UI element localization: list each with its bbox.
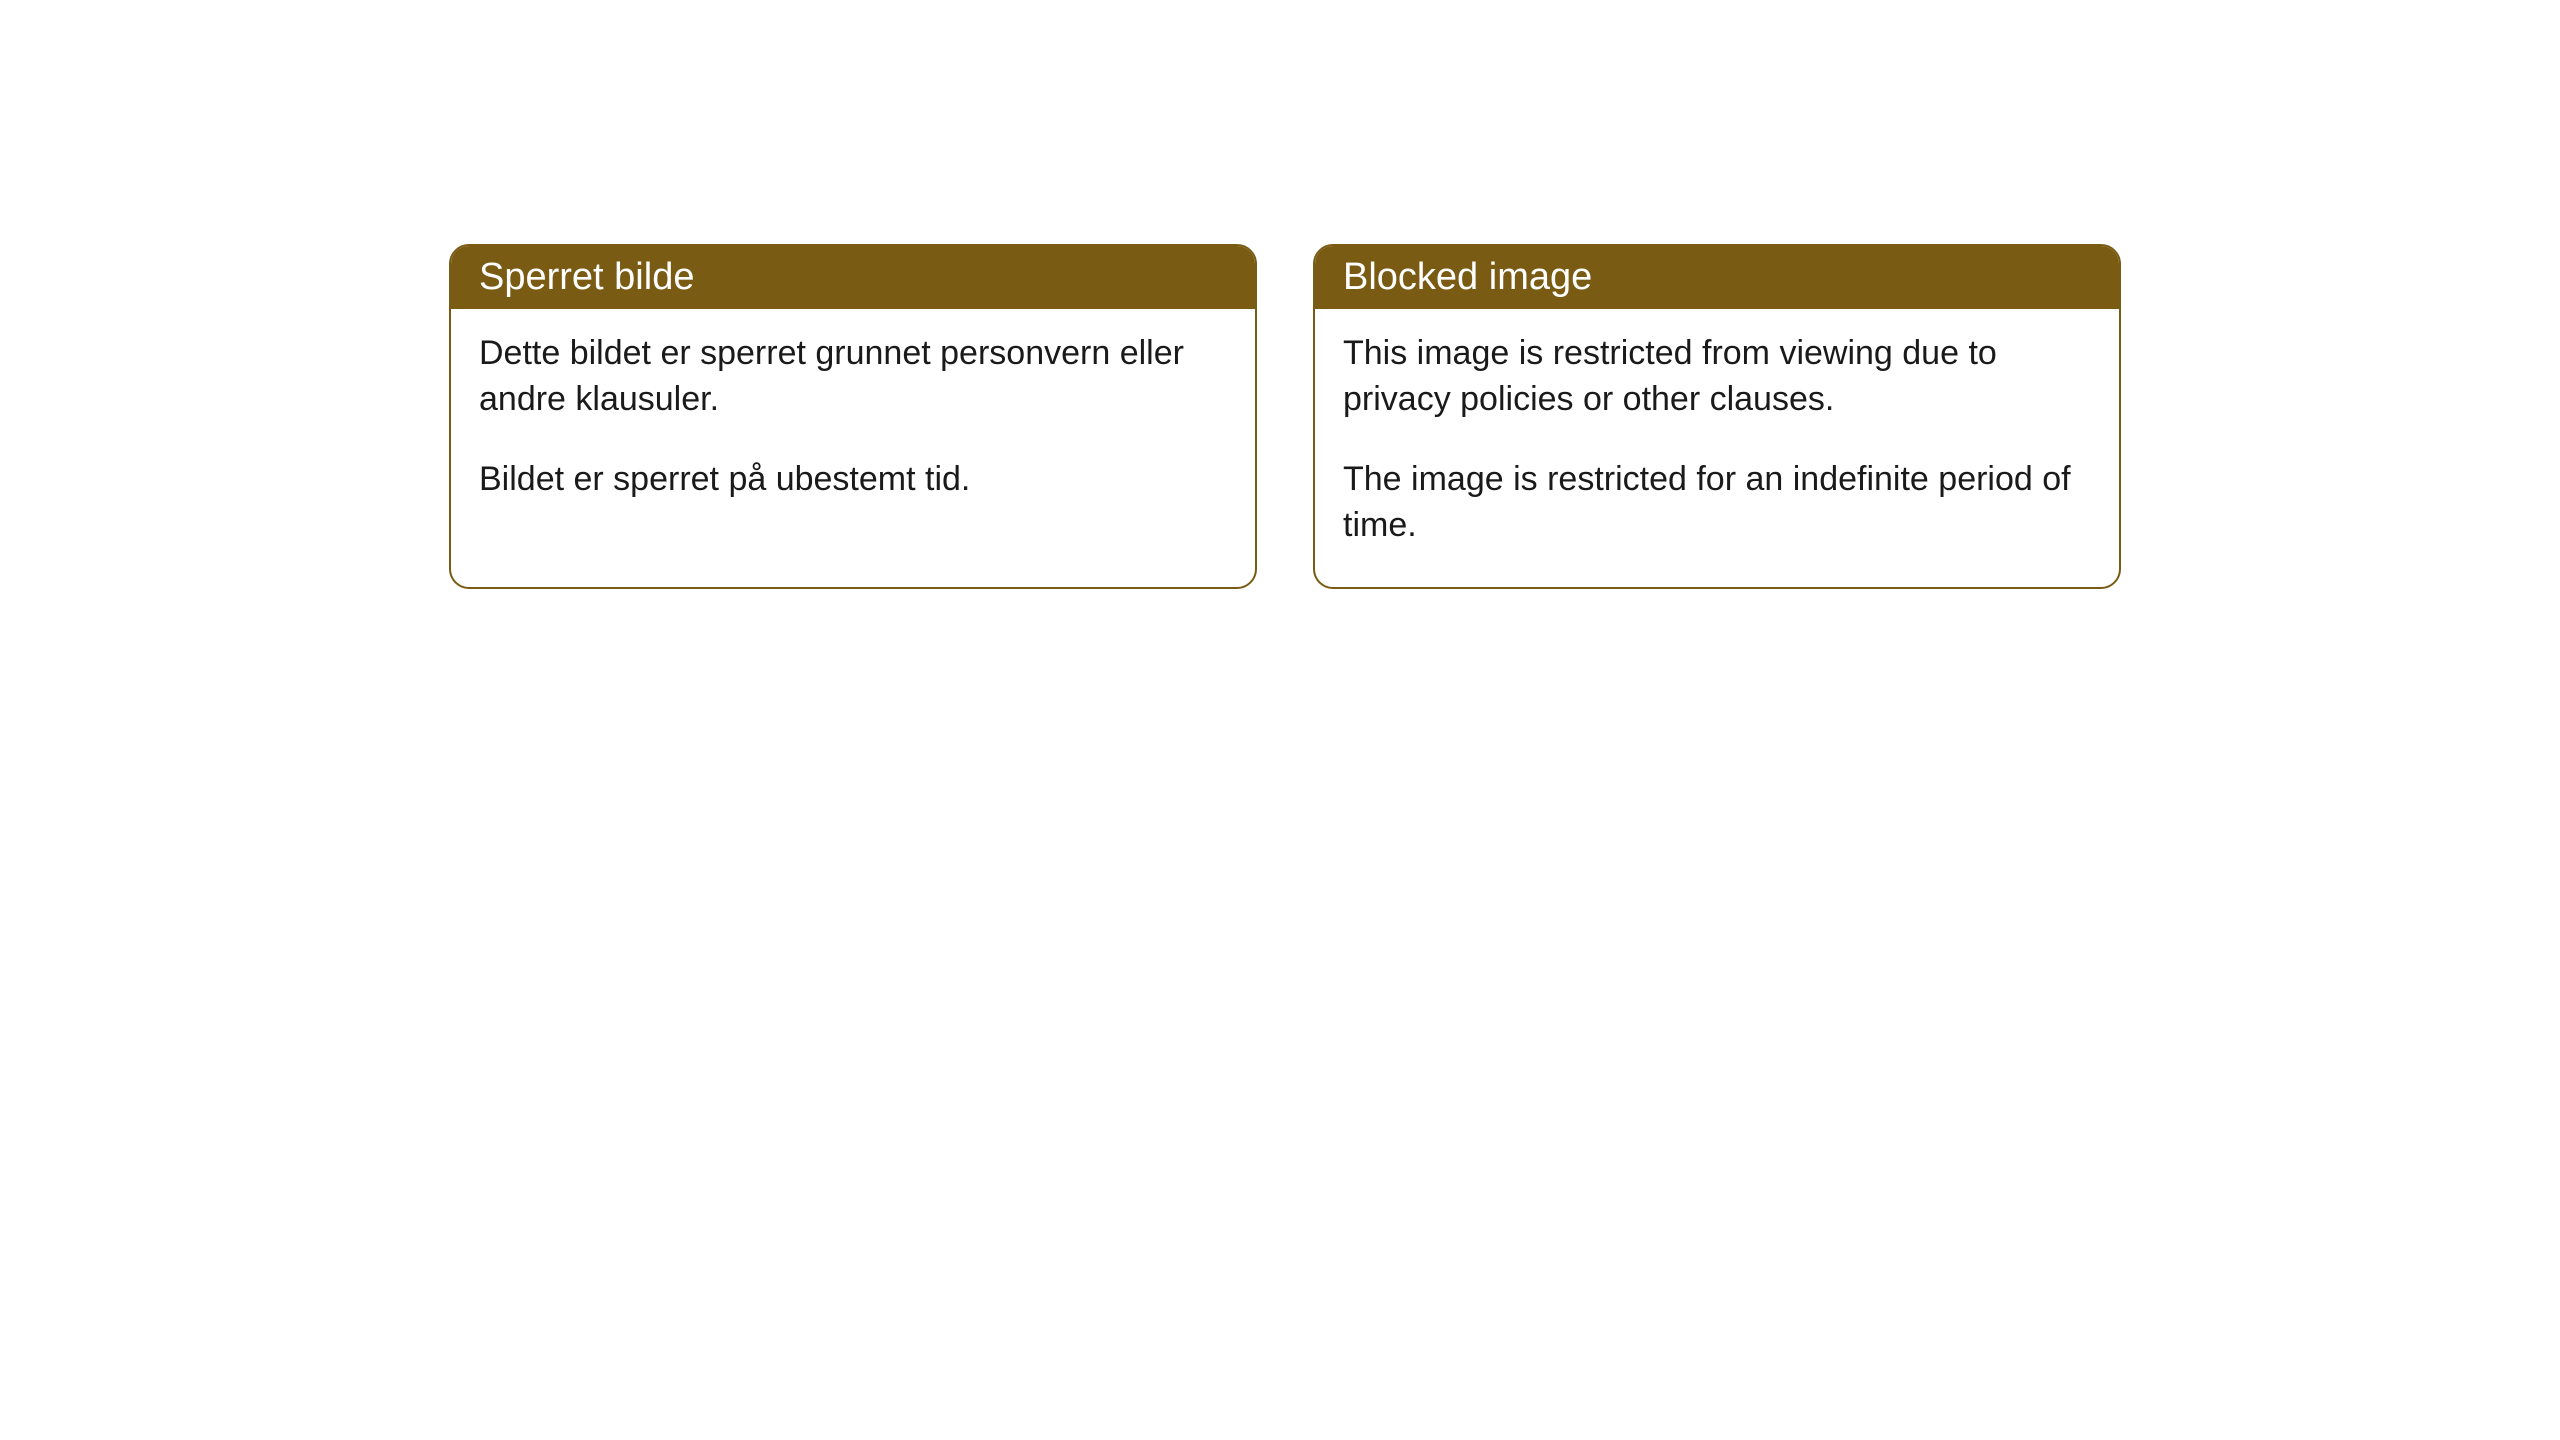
card-paragraph: Dette bildet er sperret grunnet personve… <box>479 331 1227 423</box>
card-header: Blocked image <box>1315 246 2119 309</box>
notice-cards-container: Sperret bilde Dette bildet er sperret gr… <box>449 244 2121 589</box>
card-title: Sperret bilde <box>479 256 694 298</box>
card-paragraph: The image is restricted for an indefinit… <box>1343 457 2091 549</box>
card-paragraph: This image is restricted from viewing du… <box>1343 331 2091 423</box>
notice-card-english: Blocked image This image is restricted f… <box>1313 244 2121 589</box>
card-title: Blocked image <box>1343 256 1592 298</box>
card-header: Sperret bilde <box>451 246 1255 309</box>
card-paragraph: Bildet er sperret på ubestemt tid. <box>479 457 1227 503</box>
card-body: This image is restricted from viewing du… <box>1315 309 2119 587</box>
card-body: Dette bildet er sperret grunnet personve… <box>451 309 1255 541</box>
notice-card-norwegian: Sperret bilde Dette bildet er sperret gr… <box>449 244 1257 589</box>
